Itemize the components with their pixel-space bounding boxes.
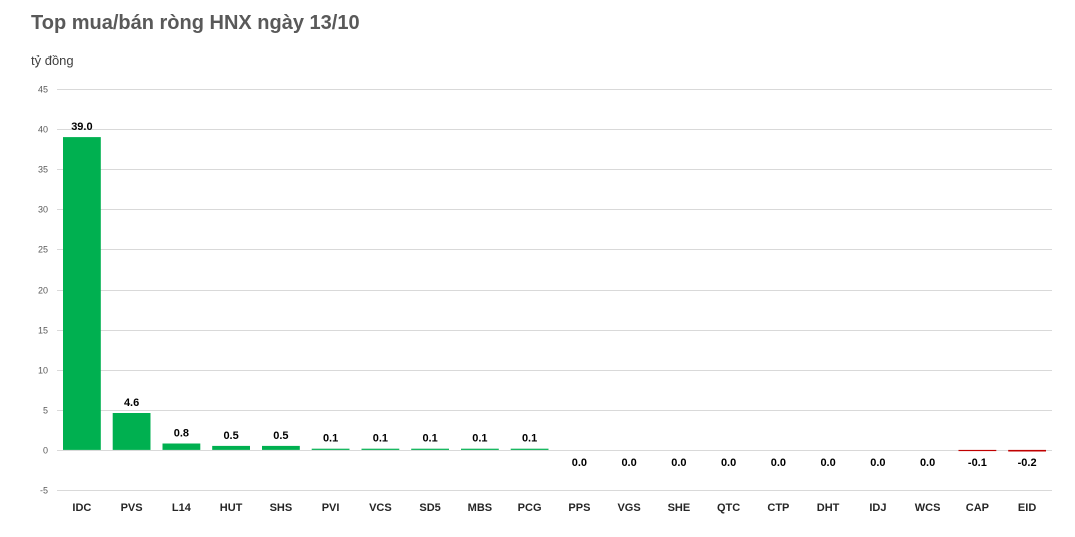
data-label: 4.6 (124, 397, 139, 409)
category-label: CAP (966, 502, 989, 514)
category-label: PVI (322, 502, 340, 514)
data-labels: 39.0 4.6 0.8 0.5 0.5 0.1 0.1 0.1 0.1 0.1 0.0 0.0 0.0… (71, 121, 1036, 469)
data-label: 0.1 (472, 433, 487, 445)
data-label: 0.0 (721, 457, 736, 469)
category-label: DHT (817, 502, 840, 514)
data-label: -0.2 (1018, 457, 1037, 469)
category-label: WCS (915, 502, 941, 514)
data-label: 39.0 (71, 121, 92, 133)
category-label: PPS (568, 502, 590, 514)
category-label: L14 (172, 502, 192, 514)
data-label: 0.8 (174, 428, 189, 440)
category-label: IDC (72, 502, 91, 514)
y-tick-label: -5 (40, 486, 48, 496)
data-label: 0.1 (373, 433, 388, 445)
category-label: VGS (617, 502, 640, 514)
category-label: PCG (518, 502, 542, 514)
category-label: SD5 (419, 502, 440, 514)
category-label: CTP (767, 502, 789, 514)
bar-eid (1008, 449, 1046, 452)
y-tick-label: 15 (38, 326, 48, 336)
bars (63, 137, 1046, 452)
category-label: EID (1018, 502, 1036, 514)
category-label: HUT (220, 502, 243, 514)
y-tick-label: 30 (38, 205, 48, 215)
y-tick-label: 5 (43, 406, 48, 416)
y-tick-label: 40 (38, 125, 48, 135)
data-label: 0.0 (671, 457, 686, 469)
data-label: 0.0 (820, 457, 835, 469)
category-label: QTC (717, 502, 740, 514)
y-tick-label: 25 (38, 245, 48, 255)
y-axis-unit-label: tỷ đồng (31, 53, 74, 68)
data-label: 0.0 (621, 457, 636, 469)
data-label: 0.0 (920, 457, 935, 469)
category-label: IDJ (869, 502, 886, 514)
bar-pvi (311, 448, 350, 450)
y-tick-label: 10 (38, 366, 48, 376)
x-axis-categories: IDC PVS L14 HUT SHS PVI VCS SD5 MBS PCG PPS VGS SHE Q… (72, 502, 1036, 514)
data-label: 0.5 (223, 430, 238, 442)
data-label: -0.1 (968, 457, 987, 469)
gridlines (57, 89, 1052, 491)
data-label: 0.0 (870, 457, 885, 469)
bar-l14 (162, 443, 201, 450)
bar-pcg (510, 448, 549, 450)
category-label: SHS (270, 502, 293, 514)
bar-pvs (112, 413, 151, 450)
y-tick-label: 45 (38, 85, 48, 95)
category-label: SHE (668, 502, 691, 514)
bar-sd5 (411, 448, 449, 450)
category-label: PVS (121, 502, 143, 514)
y-axis-ticks: -5 0 5 10 15 20 25 30 35 40 45 (38, 85, 48, 496)
category-label: VCS (369, 502, 392, 514)
bar-idc (63, 137, 101, 450)
y-tick-label: 35 (38, 165, 48, 175)
chart-title: Top mua/bán ròng HNX ngày 13/10 (31, 12, 360, 34)
bar-mbs (461, 448, 499, 450)
bar-shs (262, 445, 300, 450)
data-label: 0.5 (273, 430, 288, 442)
data-label: 0.0 (572, 457, 587, 469)
category-label: MBS (468, 502, 492, 514)
bar-vcs (361, 448, 400, 450)
data-label: 0.1 (422, 433, 437, 445)
bar-cap (958, 449, 997, 452)
bar-hut (212, 445, 250, 450)
data-label: 0.1 (323, 433, 338, 445)
y-tick-label: 20 (38, 286, 48, 296)
data-label: 0.0 (771, 457, 786, 469)
y-tick-label: 0 (43, 446, 48, 456)
data-label: 0.1 (522, 433, 537, 445)
